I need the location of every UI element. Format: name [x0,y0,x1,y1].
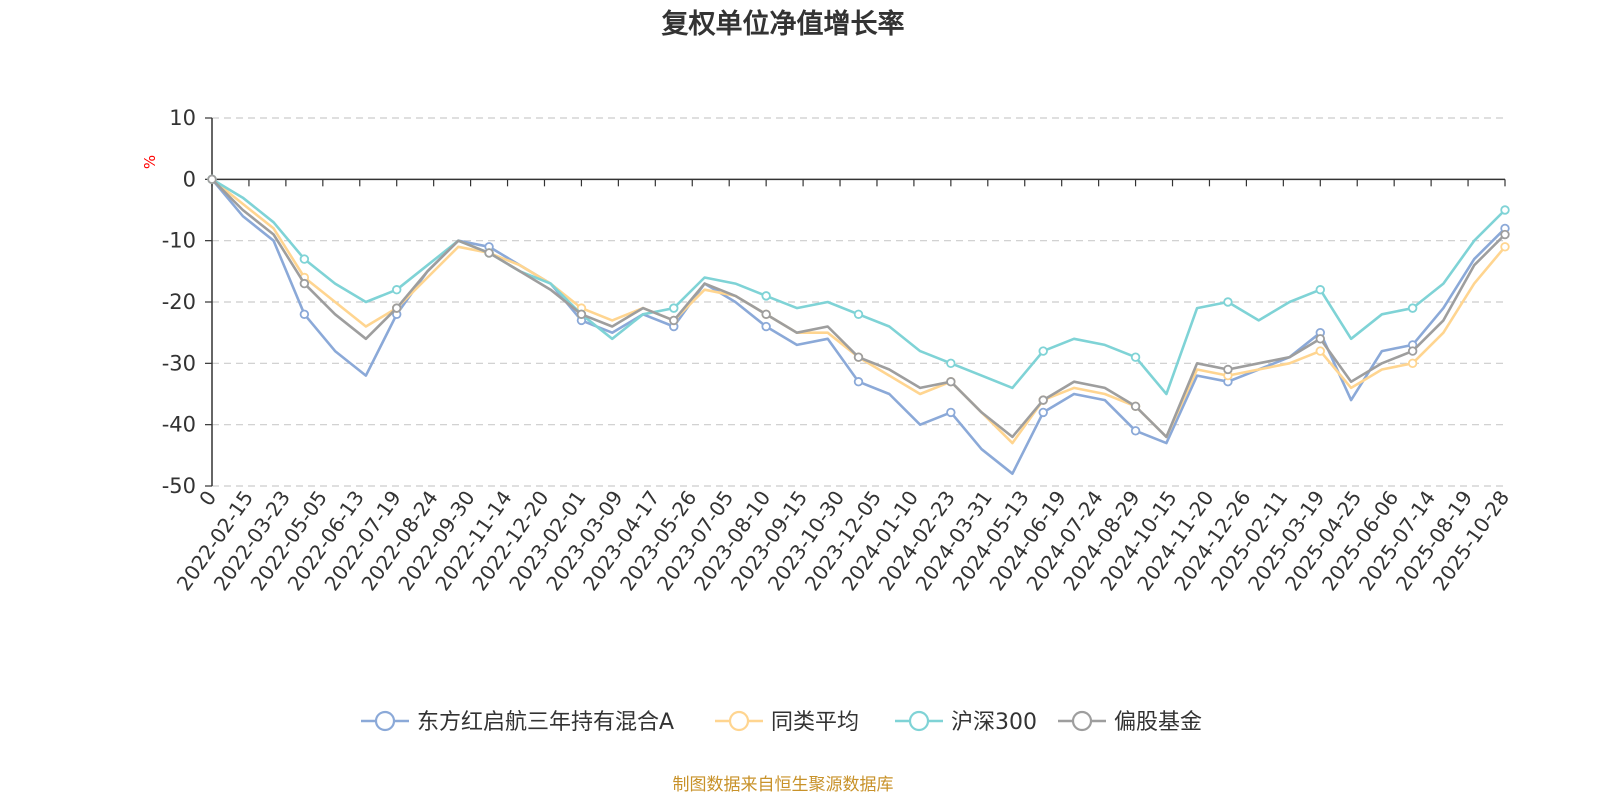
legend-marker-icon [1071,710,1093,732]
data-point [1223,364,1233,375]
data-point [946,358,956,369]
legend-item-1[interactable]: 同类平均 [715,710,859,735]
data-point [299,278,310,289]
y-tick-label: -20 [162,290,196,314]
data-point [1038,407,1048,418]
data-point [1500,205,1510,215]
data-point [392,303,402,313]
data-point [853,309,864,319]
data-point [853,352,864,362]
legend-label: 同类平均 [771,710,859,735]
data-point [1500,242,1510,252]
data-point [761,291,771,301]
data-point [761,321,771,332]
data-point [1130,352,1141,362]
legend-item-0[interactable]: 东方红启航三年持有混合A [361,710,674,735]
series-line-0 [211,178,1506,476]
data-point [1315,334,1325,344]
series-line-3 [211,178,1506,439]
legend-marker-icon [374,710,396,732]
data-point [1038,346,1048,356]
data-point [1223,297,1233,307]
data-point [1407,346,1418,356]
data-point [946,407,956,418]
y-tick-label: -30 [162,351,196,375]
axes [205,117,1506,487]
y-tick-label: 0 [183,167,196,191]
y-tick-labels: 10 0 -10 -20 -30 -40 -50 [162,106,196,498]
data-point [1130,426,1141,436]
data-point [669,303,679,313]
y-tick-label: 10 [169,106,196,130]
x-tick-labels: 02022-02-152022-03-232022-05-052022-06-1… [172,486,1514,595]
data-point [1315,285,1325,295]
legend-item-3[interactable]: 偏股基金 [1058,710,1202,735]
data-point [669,315,679,326]
legend-marker-icon [908,710,930,732]
legend-label: 东方红启航三年持有混合A [417,710,674,735]
data-point [392,285,402,295]
data-point [853,377,864,387]
data-point [299,309,310,319]
data-point [1130,401,1141,411]
legend[interactable]: 东方红启航三年持有混合A 同类平均 沪深300 偏股基金 [361,710,1202,735]
legend-item-2[interactable]: 沪深300 [895,710,1037,735]
x-tick-label: 0 [194,486,221,510]
legend-label: 偏股基金 [1114,710,1202,735]
source-note: 制图数据来自恒生聚源数据库 [673,775,894,795]
series-lines [207,174,1510,476]
y-tick-label: -10 [162,229,196,253]
data-point [207,174,217,185]
data-point [1407,303,1418,313]
y-tick-label: -40 [162,413,196,437]
data-point [484,248,494,258]
data-point [946,377,956,387]
data-point [1500,229,1510,240]
data-point [299,254,310,264]
legend-label: 沪深300 [951,710,1037,735]
data-point [1315,346,1325,356]
y-tick-label: -50 [162,474,196,498]
data-point [1407,358,1418,369]
data-point [761,309,771,319]
chart-title: 复权单位净值增长率 [662,8,905,40]
legend-marker-icon [728,710,750,732]
data-point [576,309,587,319]
y-axis-unit: % [141,155,159,169]
data-point [1038,395,1048,405]
